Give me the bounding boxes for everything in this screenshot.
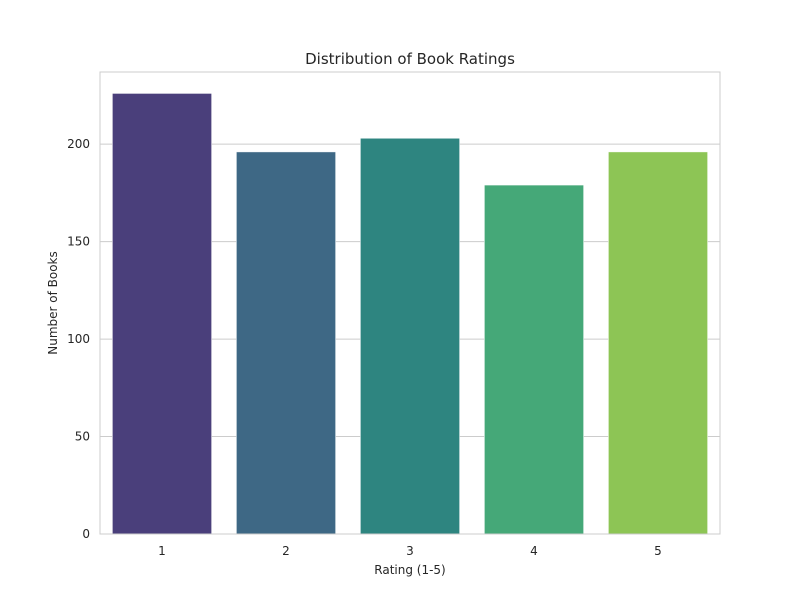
bar-rating-2 [236, 151, 336, 535]
x-tick-label: 3 [406, 544, 414, 558]
x-tick-label: 4 [530, 544, 538, 558]
y-tick-labels: 0 50 100 150 200 [67, 137, 90, 541]
bar-rating-4 [484, 184, 584, 535]
y-tick-label: 0 [82, 527, 90, 541]
bar-rating-5 [608, 151, 708, 535]
bars [112, 93, 708, 535]
plot-frame [99, 71, 721, 535]
y-axis-label: Number of Books [46, 251, 60, 355]
x-tick-label: 2 [282, 544, 290, 558]
y-tick-label: 200 [67, 137, 90, 151]
x-tick-labels: 1 2 3 4 5 [158, 544, 662, 558]
bar-rating-3 [360, 138, 460, 535]
chart-title: Distribution of Book Ratings [305, 50, 515, 68]
y-tick-label: 50 [75, 430, 90, 444]
y-tick-label: 150 [67, 235, 90, 249]
x-tick-label: 5 [654, 544, 662, 558]
bar-rating-1 [112, 93, 212, 535]
x-tick-label: 1 [158, 544, 166, 558]
x-axis-label: Rating (1-5) [374, 563, 445, 577]
y-tick-label: 100 [67, 332, 90, 346]
